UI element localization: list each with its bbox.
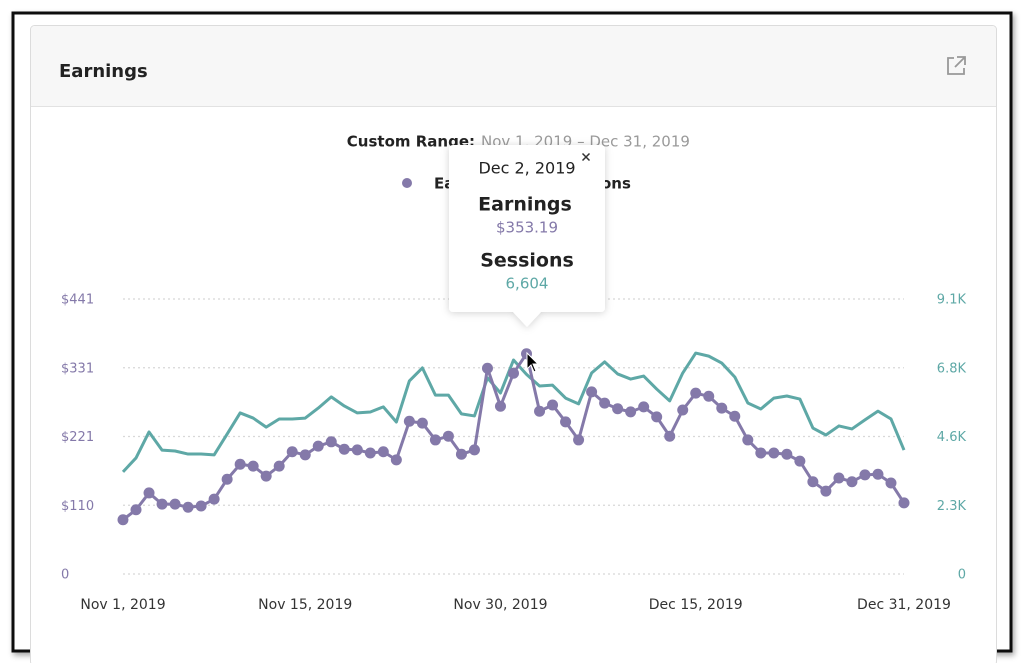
x-tick-label: Dec 31, 2019 (857, 597, 951, 613)
data-point (351, 444, 363, 456)
legend-swatch (402, 178, 412, 188)
x-tick-label: Nov 1, 2019 (80, 597, 165, 613)
data-point (377, 446, 389, 458)
x-tick-label: Nov 15, 2019 (258, 597, 352, 613)
data-point (169, 498, 181, 510)
data-point (130, 504, 142, 516)
data-point (156, 498, 168, 510)
data-point (534, 405, 546, 417)
data-point (195, 500, 207, 512)
y2-tick-label: 0 (958, 568, 966, 583)
data-point (508, 367, 519, 379)
x-tick-label: Dec 15, 2019 (649, 597, 743, 613)
tooltip: Dec 2, 2019 Earnings $353.19 Sessions 6,… (449, 145, 605, 327)
data-point (625, 406, 637, 418)
data-point (573, 434, 585, 446)
data-point (416, 417, 428, 429)
external-link-icon[interactable] (947, 56, 966, 75)
data-point (494, 400, 506, 412)
y2-tick-label: 6.8K (937, 361, 967, 376)
data-point (390, 454, 402, 466)
data-point (859, 469, 871, 481)
tooltip-box (449, 145, 605, 327)
data-point (768, 447, 780, 459)
series-line (121, 351, 906, 473)
y2-tick-label: 9.1K (937, 293, 967, 308)
data-point (547, 399, 559, 411)
data-point (364, 447, 376, 459)
data-point (208, 493, 220, 505)
data-point (312, 440, 324, 452)
data-point (781, 448, 793, 460)
card-header (31, 26, 996, 106)
data-point (299, 449, 311, 461)
data-point (455, 448, 467, 460)
data-point (338, 443, 350, 455)
tooltip-value: 6,604 (506, 275, 549, 293)
data-point (143, 487, 155, 499)
data-point (794, 455, 806, 467)
x-tick-label: Nov 30, 2019 (453, 597, 547, 613)
tooltip-close[interactable] (581, 152, 591, 162)
data-point (651, 411, 663, 423)
data-point (612, 403, 624, 415)
data-point (638, 401, 650, 413)
data-point (599, 397, 611, 409)
cursor (526, 351, 540, 373)
data-point (286, 446, 298, 458)
tooltip-series-name: Earnings (478, 194, 572, 216)
data-point (820, 485, 832, 497)
data-point (221, 473, 233, 485)
y-tick-label: $331 (61, 361, 94, 376)
data-point (481, 362, 493, 374)
data-point (560, 416, 572, 428)
data-point (755, 447, 767, 459)
data-point (833, 472, 845, 484)
data-point (586, 386, 598, 398)
data-point (885, 477, 897, 489)
y-tick-label: $441 (61, 293, 94, 308)
data-point (117, 514, 129, 526)
y2-tick-label: 4.6K (937, 430, 967, 445)
data-point (898, 497, 910, 509)
y2-tick-label: 2.3K (937, 499, 967, 514)
subtitle-label: Custom Range: (347, 133, 475, 151)
data-point (468, 444, 480, 456)
y-tick-label: 0 (61, 568, 69, 583)
data-point (234, 458, 246, 470)
data-point (260, 470, 272, 482)
y-tick-label: $110 (61, 499, 94, 514)
tooltip-series-name: Sessions (480, 250, 574, 272)
data-point (690, 387, 702, 399)
data-point (846, 476, 858, 488)
data-point (703, 390, 715, 402)
data-point (729, 410, 741, 422)
data-point (872, 468, 884, 480)
data-point (677, 404, 689, 416)
card-title: Earnings (59, 61, 148, 82)
data-point (429, 434, 441, 446)
data-point (247, 460, 259, 472)
data-point (273, 460, 285, 472)
data-point (325, 436, 337, 448)
data-point (182, 501, 194, 513)
data-point (807, 476, 819, 488)
y-tick-label: $221 (61, 430, 94, 445)
data-point (403, 415, 415, 427)
data-point (716, 402, 728, 414)
card (30, 25, 997, 663)
data-point (442, 430, 454, 442)
tooltip-value: $353.19 (496, 219, 558, 237)
tooltip-date: Dec 2, 2019 (478, 159, 575, 178)
data-point (664, 430, 676, 442)
data-point (742, 434, 754, 446)
